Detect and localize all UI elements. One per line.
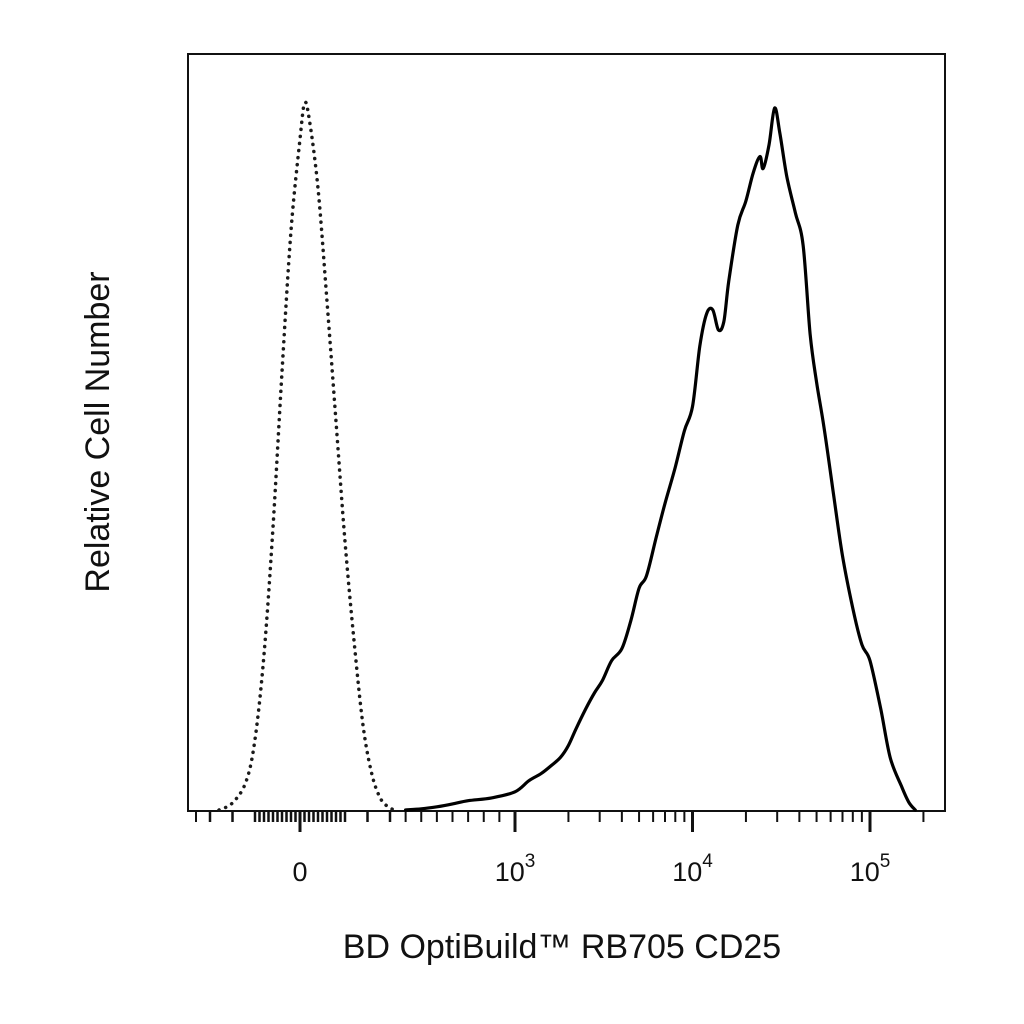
control-histogram-line xyxy=(217,100,397,812)
y-axis-title: Relative Cell Number xyxy=(79,271,117,592)
x-axis-tick-labels: 0 103 104 105 xyxy=(292,851,890,887)
x-axis-major-ticks xyxy=(298,812,872,832)
plot-frame xyxy=(187,53,946,812)
x-tick-label: 105 xyxy=(850,851,891,887)
x-axis-title: BD OptiBuild™ RB705 CD25 xyxy=(343,928,781,966)
histogram-series xyxy=(217,100,917,812)
stained-histogram-line xyxy=(404,106,917,812)
x-axis-minor-ticks xyxy=(195,812,925,822)
x-tick-label: 103 xyxy=(495,851,536,887)
x-tick-label: 0 xyxy=(292,857,307,887)
x-tick-label: 104 xyxy=(672,851,713,887)
